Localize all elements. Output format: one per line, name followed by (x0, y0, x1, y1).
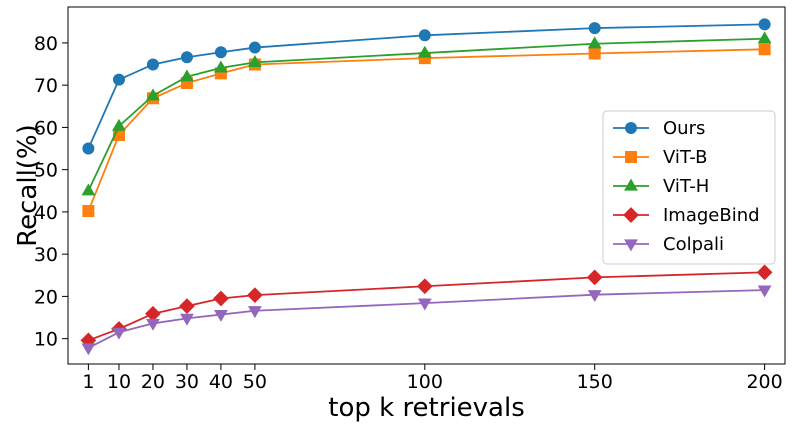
x-axis-title: top k retrievals (328, 393, 525, 423)
data-point-ours-1 (82, 142, 95, 155)
x-tick-label: 200 (746, 371, 782, 393)
data-point-colpali-100 (417, 298, 432, 311)
data-point-ours-20 (146, 58, 159, 71)
data-point-vit-h-150 (587, 36, 602, 49)
data-point-imagebind-50 (247, 287, 263, 303)
data-point-vit-h-1 (81, 183, 96, 196)
legend-label-vit-h: ViT-H (663, 176, 709, 197)
legend-marker-vit-h (624, 178, 638, 191)
data-point-colpali-40 (213, 309, 228, 322)
data-point-vit-h-20 (146, 88, 160, 101)
data-point-vit-h-50 (247, 55, 262, 67)
y-axis-title: Recall(%) (13, 124, 43, 247)
data-point-imagebind-100 (416, 278, 433, 295)
data-point-vit-b-1 (82, 205, 95, 218)
y-tick-label: 80 (34, 33, 58, 55)
y-tick-label: 10 (34, 329, 58, 351)
data-point-imagebind-40 (213, 290, 229, 307)
y-tick-label: 50 (34, 160, 58, 182)
data-point-ours-200 (758, 18, 771, 31)
data-point-colpali-150 (587, 290, 602, 303)
legend-box (602, 110, 776, 265)
y-tick-label: 20 (34, 286, 58, 308)
x-tick-label: 100 (407, 371, 443, 393)
plot-frame (67, 6, 786, 365)
legend-marker-colpali (624, 239, 638, 252)
y-tick-label: 40 (34, 202, 58, 224)
legend-label-vit-b: ViT-B (663, 147, 707, 168)
x-tick-label: 150 (577, 371, 613, 393)
data-point-colpali-50 (247, 306, 262, 319)
legend-label-imagebind: ImageBind (663, 205, 760, 226)
data-point-imagebind-30 (179, 298, 195, 314)
legend-label-ours: Ours (663, 118, 705, 139)
y-tick-label: 70 (34, 75, 58, 97)
x-tick-label: 40 (209, 371, 233, 393)
data-point-ours-10 (112, 73, 125, 86)
data-point-vit-h-10 (112, 118, 126, 131)
data-point-vit-h-30 (180, 69, 194, 82)
x-tick-label: 1 (82, 371, 94, 393)
data-point-vit-h-200 (757, 31, 772, 44)
data-point-ours-150 (588, 22, 601, 35)
data-point-vit-h-100 (417, 45, 432, 58)
data-point-imagebind-150 (586, 269, 603, 286)
data-point-ours-30 (180, 51, 193, 64)
data-point-colpali-20 (146, 318, 160, 331)
data-point-vit-b-200 (758, 43, 771, 56)
data-point-imagebind-200 (756, 264, 773, 281)
x-tick-label: 50 (243, 371, 267, 393)
y-tick-label: 60 (34, 117, 58, 139)
x-tick-label: 20 (141, 371, 165, 393)
data-point-colpali-200 (757, 285, 772, 298)
legend-label-colpali: Colpali (663, 234, 724, 255)
data-point-vit-b-150 (588, 47, 601, 60)
data-point-colpali-10 (112, 327, 126, 340)
x-tick-label: 10 (107, 371, 131, 393)
data-point-colpali-30 (180, 313, 194, 326)
x-tick-label: 30 (175, 371, 199, 393)
legend-marker-ours (625, 122, 637, 134)
data-point-ours-100 (418, 29, 431, 42)
data-point-ours-50 (248, 41, 261, 54)
y-tick-label: 30 (34, 244, 58, 266)
legend-marker-imagebind (623, 207, 639, 223)
data-point-vit-h-40 (213, 60, 228, 73)
data-point-ours-40 (214, 46, 227, 59)
legend-marker-vit-b (625, 151, 637, 163)
data-point-imagebind-20 (145, 305, 161, 322)
data-point-colpali-1 (81, 343, 96, 356)
